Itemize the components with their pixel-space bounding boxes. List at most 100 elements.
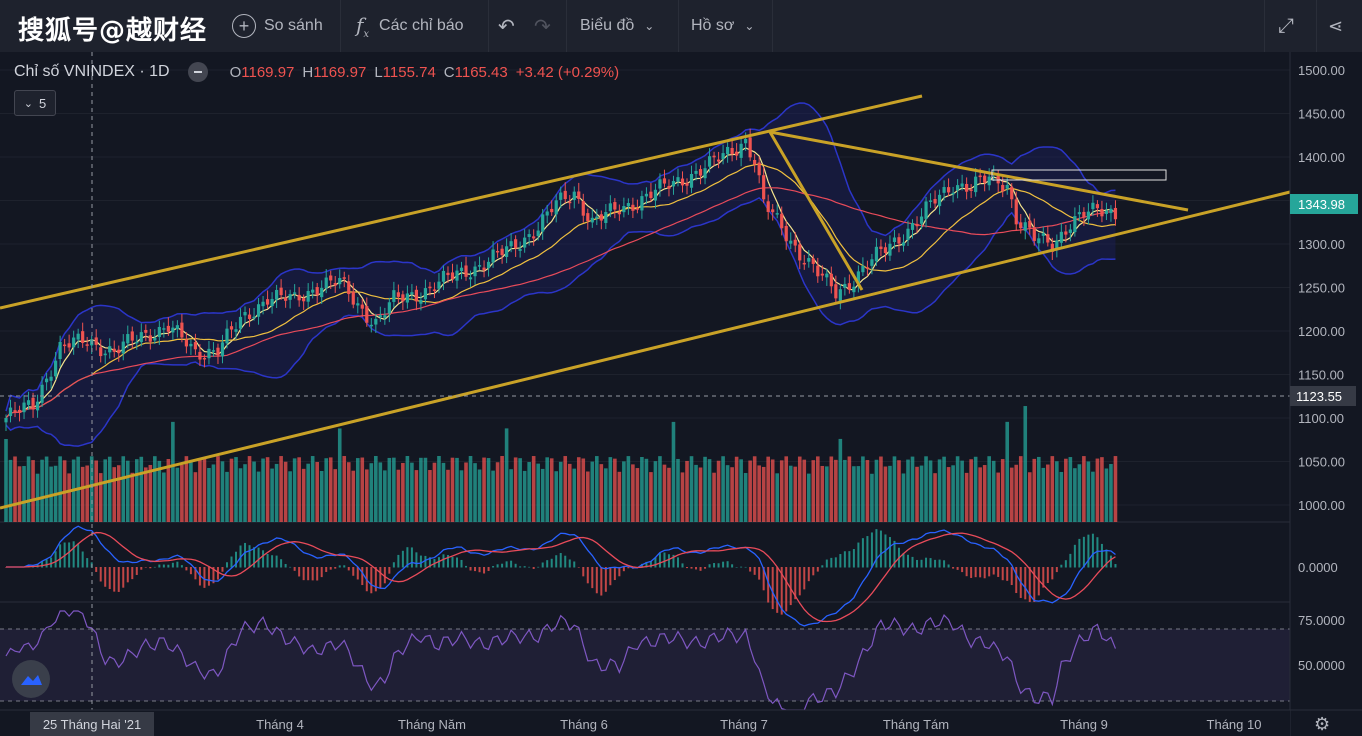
candle	[856, 265, 860, 293]
price-tick-label: 1050.00	[1298, 455, 1345, 470]
volume-bar	[441, 462, 446, 522]
volume-bar	[1104, 468, 1109, 522]
candle	[1073, 207, 1077, 237]
volume-bar	[1068, 457, 1073, 522]
volume-bar	[98, 473, 103, 522]
candle	[193, 333, 198, 355]
macd-histogram-bar	[916, 559, 919, 568]
volume-bar	[207, 467, 211, 522]
indicators-toggle[interactable]: ⌄ 5	[14, 90, 56, 116]
volume-bar	[816, 456, 820, 522]
candle	[545, 204, 549, 224]
volume-bar	[428, 470, 432, 522]
indicators-button[interactable]: fx Các chỉ báo	[356, 0, 464, 52]
candle	[468, 270, 473, 287]
macd-histogram-bar	[203, 567, 206, 588]
macd-histogram-bar	[456, 557, 458, 568]
redo-icon[interactable]: ↷	[534, 15, 551, 38]
macd-histogram-bar	[1100, 543, 1103, 568]
volume-bar	[1055, 461, 1059, 522]
volume-bar	[531, 456, 536, 522]
candle	[293, 284, 297, 299]
macd-histogram-bar	[699, 567, 702, 571]
candle	[680, 171, 685, 193]
rsi-tick-label: 75.0000	[1298, 613, 1345, 628]
candle	[275, 284, 279, 308]
fullscreen-icon[interactable]: ⤢	[1278, 14, 1294, 37]
compare-button[interactable]: + So sánh	[232, 0, 323, 52]
volume-bar	[838, 438, 843, 522]
hide-icon[interactable]	[187, 62, 208, 82]
volume-bar	[274, 463, 279, 522]
last-price-box	[1290, 194, 1358, 214]
macd-histogram-bar	[943, 560, 946, 568]
macd-histogram-bar	[749, 567, 752, 572]
macd-histogram-bar	[961, 567, 964, 573]
candle	[486, 257, 491, 277]
macd-histogram-bar	[947, 564, 950, 568]
volume-bar	[437, 456, 441, 522]
time-axis[interactable]: Tháng 4 Tháng Năm Tháng 6 Tháng 7 Tháng Tám T…	[256, 717, 1261, 732]
macd-histogram-bar	[920, 559, 923, 568]
trendlines[interactable]	[0, 94, 1291, 510]
macd-histogram-bar	[645, 561, 648, 568]
volume-bar	[1014, 464, 1019, 522]
macd-histogram-bar	[713, 563, 716, 568]
change-value: +3.42 (+0.29%)	[515, 63, 620, 81]
volume-bar	[486, 458, 491, 522]
price-chart[interactable]: 1500.001450.001400.001350.001300.001250.…	[0, 52, 1362, 736]
volume-bar	[26, 456, 31, 522]
undo-icon[interactable]: ↶	[498, 15, 515, 38]
candle	[247, 308, 252, 327]
volume-bar	[775, 473, 780, 522]
candle	[789, 232, 793, 249]
candle	[13, 401, 17, 418]
candle	[94, 329, 98, 351]
candle	[676, 168, 680, 187]
tradingview-logo-icon[interactable]	[12, 660, 50, 698]
volume-bar	[784, 456, 789, 522]
macd-histogram-bar	[158, 564, 161, 568]
candle	[4, 414, 8, 432]
macd-histogram-bar	[68, 542, 71, 568]
macd-histogram-bar	[717, 563, 720, 568]
volume-bar	[522, 470, 527, 522]
chart-type-dropdown[interactable]: Biểu đồ ⌄	[580, 0, 654, 52]
rectangle-drawing[interactable]	[991, 169, 1167, 181]
candle	[577, 182, 581, 204]
macd-histogram-bar	[280, 559, 283, 568]
macd-histogram-bar	[708, 564, 711, 568]
candle	[329, 270, 333, 290]
volume-bar	[802, 459, 807, 522]
candle	[739, 138, 743, 167]
candle	[1109, 205, 1113, 222]
macd-histogram-bar	[388, 567, 391, 574]
chevron-down-icon: ⌄	[23, 97, 33, 110]
volume-bar	[310, 456, 315, 522]
candle	[608, 195, 612, 218]
settings-gear-icon[interactable]: ⚙	[1314, 714, 1331, 734]
candle	[1104, 202, 1109, 221]
volume-bar	[1046, 464, 1050, 522]
share-icon[interactable]: ⋖	[1328, 15, 1344, 36]
candle	[757, 156, 761, 184]
profile-dropdown[interactable]: Hồ sơ ⌄	[691, 0, 754, 52]
macd-histogram-bar	[785, 567, 788, 612]
volume-bar	[960, 460, 964, 522]
trendline	[768, 131, 864, 291]
last-price-label: 1343.98	[1298, 197, 1345, 212]
volume-bar	[554, 471, 559, 522]
volume-bar	[175, 467, 180, 522]
volume-bar	[450, 457, 455, 522]
volume-bar	[513, 457, 518, 522]
volume-bar	[166, 459, 171, 522]
candle	[883, 242, 888, 262]
volume-bar	[464, 462, 468, 522]
macd-histogram-bar	[658, 553, 661, 568]
price-tick-label: 1300.00	[1298, 237, 1345, 252]
symbol-title[interactable]: Chỉ số VNINDEX · 1D	[14, 63, 170, 80]
candle	[951, 186, 955, 203]
volume-bar	[473, 463, 477, 522]
macd-histogram-bar	[374, 567, 377, 592]
macd-histogram-bar	[992, 567, 995, 575]
